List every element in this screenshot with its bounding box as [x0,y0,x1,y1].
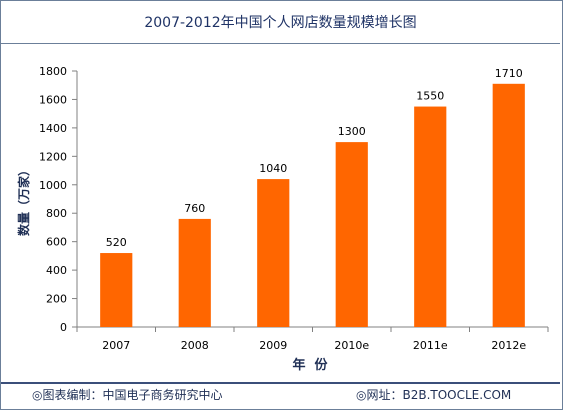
data-label: 520 [106,236,127,249]
y-tick-label: 800 [46,207,67,220]
y-tick-label: 400 [46,264,67,277]
y-axis-label: 数量（万家） [16,164,31,236]
data-label: 760 [184,202,205,215]
y-axis-ticks: 0 200 400 600 800 1000 1200 1400 1600 1800 [39,65,77,334]
x-axis-ticks: 2007 2008 2009 2010e 2011e 2012e [76,327,549,352]
x-tick-label: 2011e [413,339,448,352]
y-tick-label: 1400 [39,122,67,135]
y-tick-label: 200 [46,293,67,306]
bar [492,83,525,327]
chart-axes [76,71,548,328]
y-tick-label: 1800 [39,65,67,78]
chart-title: 2007-2012年中国个人网店数量规模增长图 [144,15,417,31]
website-credit: ◎网址：B2B.TOOCLE.COM [356,388,512,402]
y-tick-label: 0 [60,321,67,334]
x-tick-label: 2012e [491,339,526,352]
data-labels: 520 760 1040 1300 1550 1710 [106,67,523,249]
y-tick-label: 1600 [39,93,67,106]
bar [178,218,211,327]
title-divider [1,43,560,44]
footer-divider [1,382,560,384]
data-label: 1710 [495,67,523,80]
data-label: 1300 [338,125,366,138]
bar [414,106,447,327]
bar [257,179,290,327]
x-tick-label: 2007 [102,339,130,352]
y-tick-label: 1200 [39,150,67,163]
bars [100,83,525,327]
y-tick-label: 600 [46,236,67,249]
source-credit: ◎图表编制：中国电子商务研究中心 [32,388,223,402]
bar [335,142,368,327]
x-axis-label: 年 份 [292,357,328,373]
data-label: 1040 [259,162,287,175]
x-tick-label: 2009 [259,339,287,352]
x-tick-label: 2008 [181,339,209,352]
bar [100,253,133,327]
x-tick-label: 2010e [334,339,369,352]
data-label: 1550 [416,90,444,103]
y-tick-label: 1000 [39,179,67,192]
